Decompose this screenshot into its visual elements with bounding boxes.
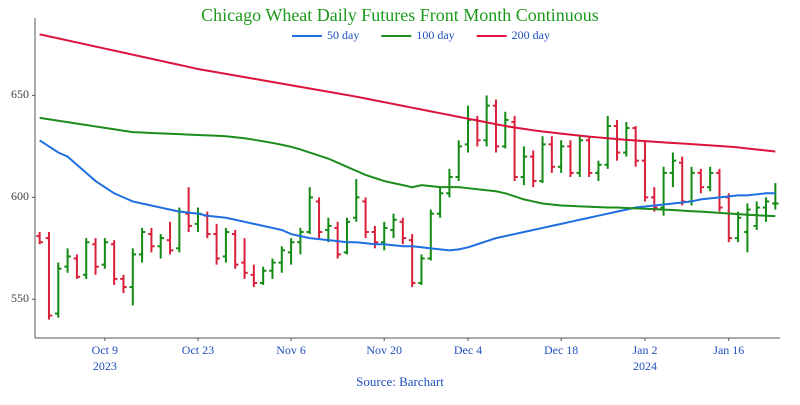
x-year-label: 2024: [633, 359, 657, 373]
x-tick-label: Oct 9: [92, 343, 118, 357]
chart-title: Chicago Wheat Daily Futures Front Month …: [201, 5, 599, 25]
y-tick-label: 550: [11, 291, 29, 305]
x-tick-label: Dec 4: [454, 343, 482, 357]
ma-line: [39, 139, 776, 252]
source-note: Source: Barchart: [356, 374, 444, 389]
x-tick-label: Oct 23: [182, 343, 214, 357]
y-tick-label: 650: [11, 87, 29, 101]
y-tick-label: 600: [11, 189, 29, 203]
x-year-label: 2023: [93, 359, 117, 373]
ma-line: [39, 116, 776, 218]
x-tick-label: Nov 6: [276, 343, 306, 357]
x-tick-label: Jan 2: [632, 343, 657, 357]
legend-label: 50 day: [327, 28, 359, 42]
ma-line: [39, 33, 776, 153]
x-tick-label: Nov 20: [366, 343, 402, 357]
x-tick-label: Jan 16: [713, 343, 744, 357]
legend-label: 200 day: [512, 28, 550, 42]
legend-label: 100 day: [416, 28, 454, 42]
x-tick-label: Dec 18: [544, 343, 578, 357]
